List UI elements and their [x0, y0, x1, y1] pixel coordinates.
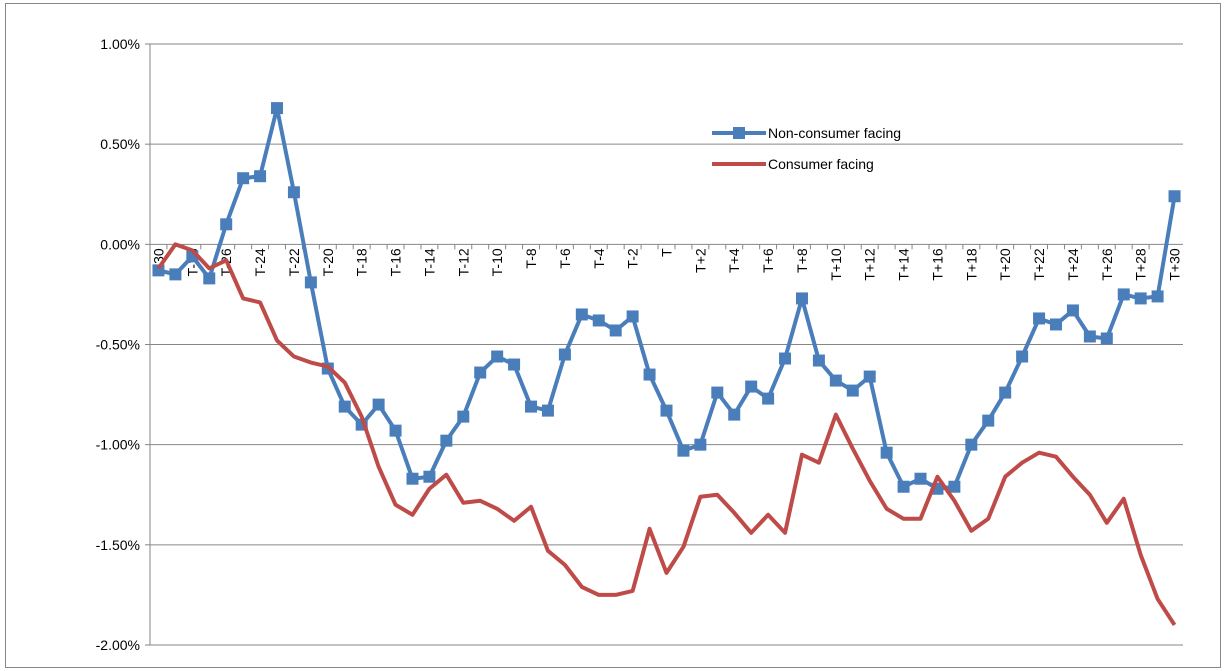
x-tick-label: T+22: [1031, 248, 1047, 281]
point-marker: [795, 292, 808, 305]
point-marker: [846, 384, 859, 397]
point-marker: [711, 386, 724, 399]
x-tick-label: T+2: [692, 248, 708, 273]
point-marker: [1151, 290, 1164, 303]
point-marker: [829, 374, 842, 387]
x-tick-label: T+18: [963, 248, 979, 281]
point-marker: [745, 380, 758, 393]
y-tick-label: -0.50%: [96, 337, 140, 353]
point-marker: [694, 438, 707, 451]
x-tick-label: T+30: [1167, 248, 1183, 281]
point-marker: [592, 314, 605, 327]
x-tick-label: T-14: [421, 248, 437, 276]
point-marker: [812, 354, 825, 367]
point-marker: [1134, 292, 1147, 305]
y-tick-label: 1.00%: [100, 36, 140, 52]
series-line: [156, 242, 1177, 627]
point-marker: [677, 444, 690, 457]
x-tick-label: T+14: [896, 248, 912, 281]
point-marker: [982, 414, 995, 427]
point-marker: [914, 472, 927, 485]
point-marker: [779, 352, 792, 365]
x-tick-label: T-16: [388, 248, 404, 276]
point-marker: [338, 400, 351, 413]
point-marker: [728, 408, 741, 421]
x-tick-label: T-12: [455, 248, 471, 276]
point-marker: [440, 434, 453, 447]
point-marker: [457, 410, 470, 423]
legend-label: Consumer facing: [768, 156, 874, 172]
x-tick-label: T-20: [320, 248, 336, 276]
point-marker: [1168, 190, 1181, 203]
point-marker: [406, 472, 419, 485]
point-marker: [1049, 318, 1062, 331]
y-tick-label: -1.00%: [96, 437, 140, 453]
x-tick-label: T-2: [625, 248, 641, 268]
x-tick-label: T+20: [997, 248, 1013, 281]
point-marker: [287, 186, 300, 199]
point-marker: [525, 400, 538, 413]
x-tick-label: T+8: [794, 248, 810, 273]
x-tick-label: T-8: [523, 248, 539, 268]
point-marker: [169, 268, 182, 281]
x-tick-label: T-24: [252, 248, 268, 276]
x-tick-label: T+24: [1065, 248, 1081, 281]
point-marker: [863, 370, 876, 383]
point-marker: [1083, 330, 1096, 343]
point-marker: [1066, 304, 1079, 317]
point-marker: [423, 470, 436, 483]
point-marker: [948, 480, 961, 493]
point-marker: [389, 424, 402, 437]
point-marker: [372, 398, 385, 411]
x-tick-label: T-18: [354, 248, 370, 276]
point-marker: [643, 368, 656, 381]
point-marker: [558, 348, 571, 361]
x-tick-label: T+6: [760, 248, 776, 273]
point-marker: [203, 272, 216, 285]
x-tick-label: T+10: [828, 248, 844, 281]
y-tick-label: 0.00%: [100, 236, 140, 252]
legend-label: Non-consumer facing: [768, 125, 901, 141]
x-tick-label: T+4: [726, 248, 742, 273]
point-marker: [271, 102, 284, 115]
x-tick-label: T-4: [591, 248, 607, 268]
point-marker: [626, 310, 639, 323]
point-marker: [1033, 312, 1046, 325]
point-marker: [491, 350, 504, 363]
x-tick-label: T-22: [286, 248, 302, 276]
legend-marker: [733, 127, 745, 139]
point-marker: [999, 386, 1012, 399]
point-marker: [575, 308, 588, 321]
point-marker: [1117, 288, 1130, 301]
point-marker: [897, 480, 910, 493]
y-tick-label: -1.50%: [96, 537, 140, 553]
x-tick-label: T+12: [862, 248, 878, 281]
point-marker: [474, 366, 487, 379]
x-tick-label: T-6: [557, 248, 573, 268]
point-marker: [1100, 332, 1113, 345]
point-marker: [1016, 350, 1029, 363]
x-tick-label: T+16: [929, 248, 945, 281]
point-marker: [541, 404, 554, 417]
x-tick-label: T+26: [1099, 248, 1115, 281]
point-marker: [254, 170, 267, 183]
y-tick-label: 0.50%: [100, 136, 140, 152]
point-marker: [880, 446, 893, 459]
x-tick-label: T+28: [1133, 248, 1149, 281]
point-marker: [609, 324, 622, 337]
point-marker: [220, 218, 233, 231]
y-tick-label: -2.00%: [96, 637, 140, 653]
point-marker: [660, 404, 673, 417]
point-marker: [237, 172, 250, 185]
point-marker: [508, 358, 521, 371]
point-marker: [965, 438, 978, 451]
point-marker: [762, 392, 775, 405]
x-tick-label: T-10: [489, 248, 505, 276]
point-marker: [304, 276, 317, 289]
x-tick-label: T: [659, 248, 675, 257]
